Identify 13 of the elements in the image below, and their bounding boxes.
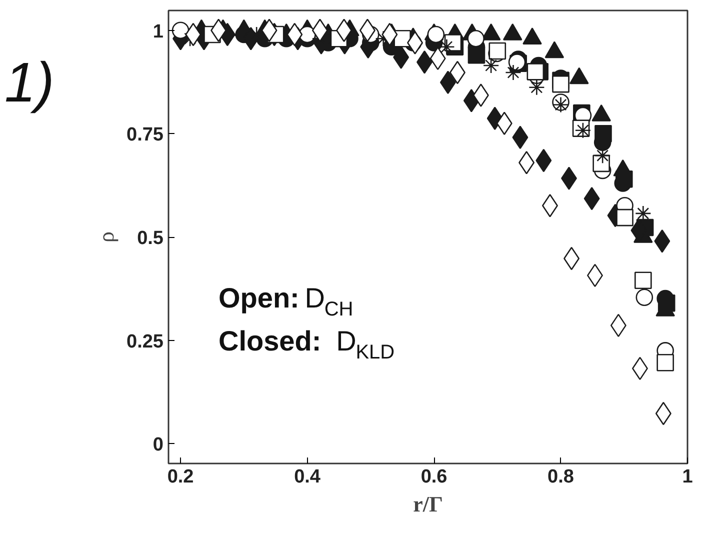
y-axis-title: ρ [94,231,119,242]
x-tick-label: 0.6 [420,466,448,488]
x-tick-label: 0.2 [167,466,194,488]
y-tick-label: 0 [152,434,164,456]
y-tick-label: 0.25 [126,331,164,352]
y-tick-label: 0.5 [137,228,164,249]
x-tick-label: 0.4 [294,466,321,488]
y-tick-label: 0.75 [126,124,164,146]
y-tick-label: 1 [152,21,164,42]
x-axis-title: r/Γ [413,492,443,516]
x-tick-label: 0.8 [548,466,574,488]
text: 1) [4,50,54,114]
x-tick-label: 1 [682,466,694,488]
